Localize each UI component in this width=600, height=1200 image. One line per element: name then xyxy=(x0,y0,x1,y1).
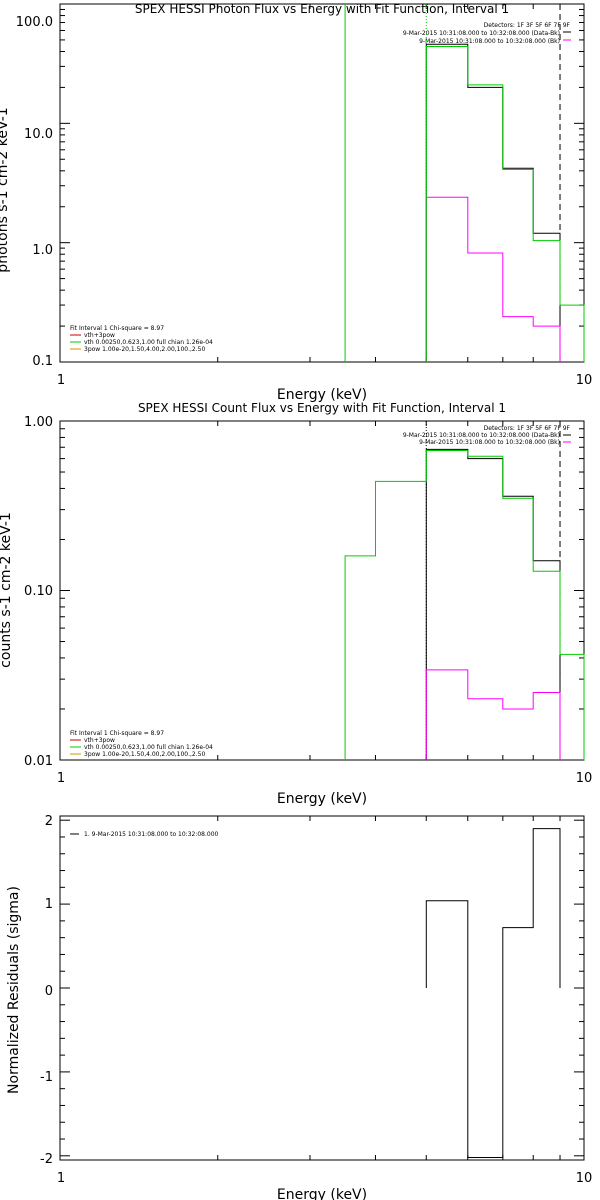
legend-entry: vth+3pow xyxy=(84,332,115,339)
y-tick-label: 0.01 xyxy=(24,754,53,769)
legend-entry: 3pow 1.00e-20,1.50,4.00,2.00,100.,2.50 xyxy=(84,346,205,353)
photon-flux-panel: SPEX HESSI Photon Flux vs Energy with Fi… xyxy=(0,2,592,403)
background-interval-info: 9-Mar-2015 10:31:08.000 to 10:32:08.000 … xyxy=(419,38,560,45)
residuals-panel: Energy (keV) Normalized Residuals (sigma… xyxy=(6,814,592,1200)
background-interval-info: 9-Mar-2015 10:31:08.000 to 10:32:08.000 … xyxy=(419,439,560,446)
plot-frame xyxy=(59,3,585,363)
y-tick-label: 1 xyxy=(45,897,53,912)
data-series xyxy=(425,46,585,362)
legend-entry: Fit Interval 1 Chi-square = 8.97 xyxy=(70,325,164,332)
y-axis-title: counts s-1 cm-2 keV-1 xyxy=(0,512,14,668)
x-axis-title: Energy (keV) xyxy=(277,1187,367,1200)
y-tick-label: 0.1 xyxy=(32,354,53,369)
x-tick-label: 1 xyxy=(57,373,65,388)
legend-entry: Fit Interval 1 Chi-square = 8.97 xyxy=(70,730,164,737)
y-tick-label: 2 xyxy=(45,814,53,829)
data-series xyxy=(344,450,585,760)
x-axis-title: Energy (keV) xyxy=(277,791,367,807)
y-tick-label: 1.0 xyxy=(32,243,53,258)
y-tick-label: -1 xyxy=(40,1070,53,1085)
chart-title: SPEX HESSI Photon Flux vs Energy with Fi… xyxy=(135,2,509,16)
data-series xyxy=(425,669,561,760)
x-tick-label: 1 xyxy=(57,1171,65,1186)
chart-title: SPEX HESSI Count Flux vs Energy with Fit… xyxy=(138,401,506,415)
x-tick-label: 1 xyxy=(57,771,65,786)
detector-info: Detectors: 1F 3F 5F 6F 7F 9F xyxy=(484,425,571,432)
x-tick-label: 10 xyxy=(576,771,593,786)
legend-entry: vth+3pow xyxy=(84,737,115,744)
legend-entry: vth 0.00250,0.623,1.00 full chian 1.26e-… xyxy=(84,744,213,751)
legend-entry: 3pow 1.00e-20,1.50,4.00,2.00,100.,2.50 xyxy=(84,751,205,758)
legend-entry: vth 0.00250,0.623,1.00 full chian 1.26e-… xyxy=(84,339,213,346)
y-tick-label: -2 xyxy=(40,1152,53,1167)
y-tick-label: 100.0 xyxy=(16,15,53,30)
y-axis-title: Normalized Residuals (sigma) xyxy=(6,886,22,1094)
x-axis-title: Energy (keV) xyxy=(277,387,367,403)
y-tick-label: 0 xyxy=(45,984,53,999)
x-tick-label: 10 xyxy=(576,373,593,388)
y-axis-title: photons s-1 cm-2 keV-1 xyxy=(0,107,11,272)
detector-info: Detectors: 1F 3F 5F 6F 7F 9F xyxy=(484,22,571,29)
data-series xyxy=(425,196,561,362)
legend-entry: 1. 9-Mar-2015 10:31:08.000 to 10:32:08.0… xyxy=(84,831,219,838)
y-tick-label: 0.10 xyxy=(24,584,53,599)
count-flux-panel: SPEX HESSI Count Flux vs Energy with Fit… xyxy=(0,401,592,807)
data-interval-info: 9-Mar-2015 10:31:08.000 to 10:32:08.000 … xyxy=(403,432,560,439)
data-interval-info: 9-Mar-2015 10:31:08.000 to 10:32:08.000 … xyxy=(403,30,560,37)
x-tick-label: 10 xyxy=(576,1171,593,1186)
y-tick-label: 10.0 xyxy=(24,127,53,142)
y-tick-label: 1.00 xyxy=(24,415,53,430)
data-series xyxy=(425,828,561,1158)
